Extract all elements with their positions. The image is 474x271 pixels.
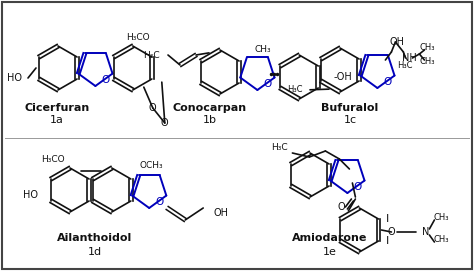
Text: 1c: 1c [344, 115, 356, 125]
Text: H₃C: H₃C [288, 85, 303, 94]
Text: O: O [383, 77, 392, 87]
Text: Bufuralol: Bufuralol [321, 103, 379, 113]
Text: O: O [337, 202, 345, 212]
Text: CH₃: CH₃ [419, 44, 435, 53]
Text: I: I [386, 236, 389, 246]
Text: Cicerfuran: Cicerfuran [24, 103, 90, 113]
Text: N: N [422, 227, 429, 237]
Text: O: O [149, 103, 156, 113]
Text: O: O [353, 182, 362, 192]
Text: Conocarpan: Conocarpan [173, 103, 247, 113]
Text: CH₃: CH₃ [434, 235, 449, 244]
Text: O: O [263, 79, 272, 89]
Text: 1a: 1a [50, 115, 64, 125]
Text: CH₃: CH₃ [434, 212, 449, 221]
Text: O: O [155, 197, 164, 207]
Text: OH: OH [390, 37, 405, 47]
Text: O: O [101, 75, 109, 85]
Text: HO: HO [7, 73, 22, 83]
Text: H₃CO: H₃CO [126, 34, 150, 43]
Text: CH₃: CH₃ [419, 57, 435, 66]
Text: H₃CO: H₃CO [41, 156, 65, 164]
Text: NH: NH [402, 53, 417, 63]
Text: H₃C: H₃C [143, 50, 160, 60]
Text: OCH₃: OCH₃ [139, 160, 163, 169]
Text: Ailanthoidol: Ailanthoidol [57, 233, 133, 243]
Text: -OH: -OH [333, 72, 352, 82]
Text: HO: HO [23, 190, 38, 200]
Text: I: I [386, 214, 389, 224]
Text: Amiodarone: Amiodarone [292, 233, 368, 243]
Text: 1b: 1b [203, 115, 217, 125]
Text: 1d: 1d [88, 247, 102, 257]
Text: O: O [388, 227, 395, 237]
Text: O: O [161, 118, 169, 128]
Text: 1e: 1e [323, 247, 337, 257]
Text: H₃C: H₃C [397, 60, 412, 69]
Text: CH₃: CH₃ [254, 46, 271, 54]
Text: H₃C: H₃C [271, 143, 287, 151]
Text: OH: OH [213, 208, 228, 218]
